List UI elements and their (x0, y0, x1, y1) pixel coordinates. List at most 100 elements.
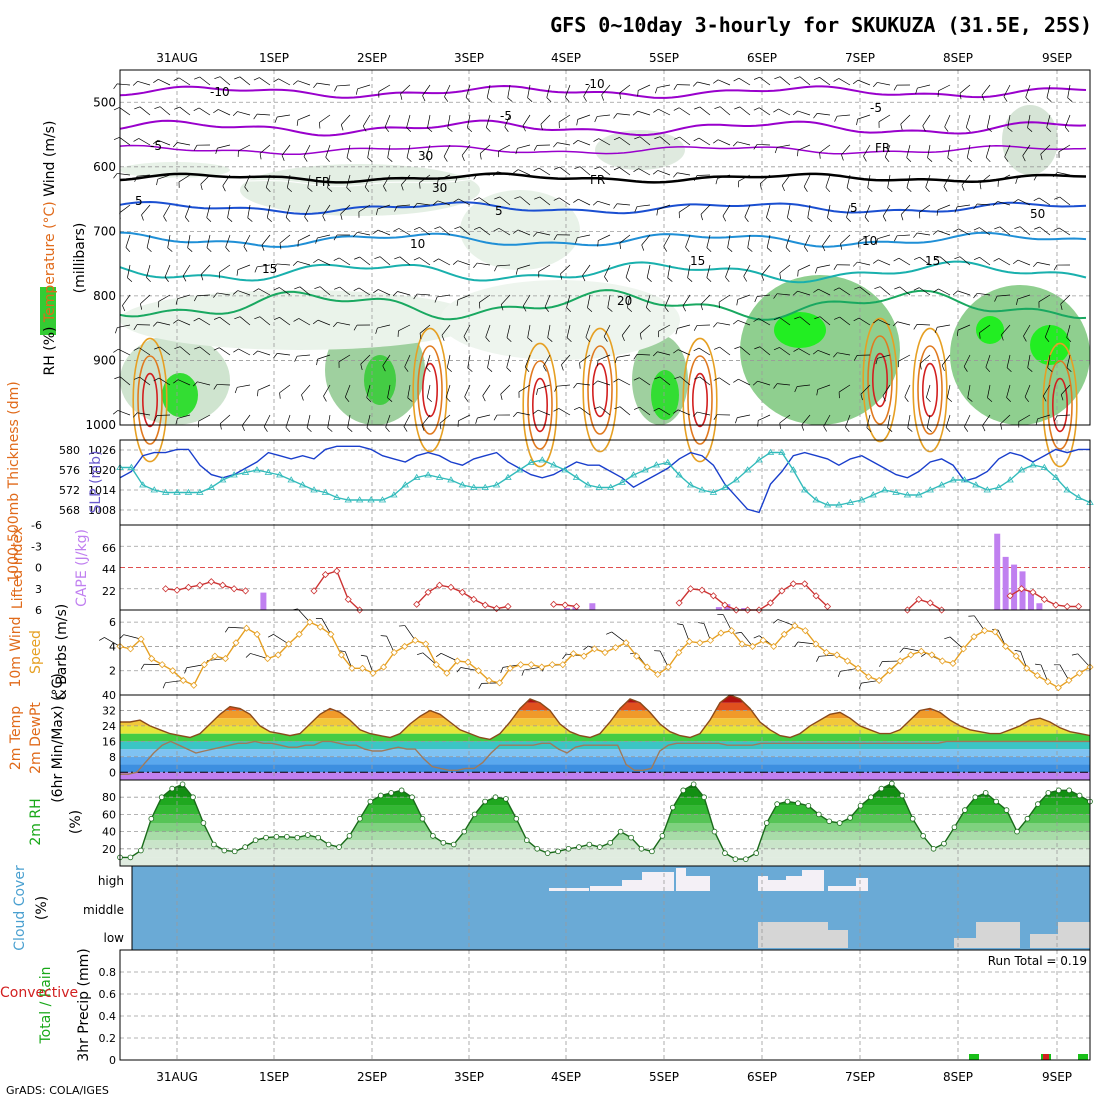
wind-barb (138, 138, 151, 146)
wind-barb-flag (187, 247, 193, 252)
wind-barb-flag (194, 76, 200, 80)
wind-barb-flag (133, 347, 140, 351)
wind-barb (700, 204, 711, 215)
wind-barb (1066, 354, 1071, 368)
wind-barb (447, 114, 451, 128)
cloud-low (758, 922, 828, 948)
wind-barb-flag (663, 246, 668, 252)
surface-barb-flag (99, 637, 105, 641)
wind-barb (518, 384, 531, 393)
wind-barb-flag (1064, 126, 1070, 133)
wind-ylabel-b: Speed (28, 630, 44, 674)
wind-barb-flag (693, 175, 698, 181)
surface-barb (321, 618, 332, 635)
wind-speed-line-marker (453, 657, 461, 665)
wind-barb (619, 84, 631, 94)
wind-barb (362, 114, 371, 127)
wind-barb (358, 287, 371, 296)
wind-barb (682, 294, 691, 307)
cape-bar (1027, 590, 1034, 610)
wind-barb-flag (1022, 155, 1026, 162)
wind-barb-flag (1013, 259, 1019, 265)
rh-line-marker (743, 856, 749, 862)
contour-label: 10 (862, 234, 877, 248)
wind-barb (619, 167, 631, 176)
wind-speed-line-marker (1033, 672, 1041, 680)
rh-band (120, 814, 1090, 823)
contour-freezing-inner (119, 176, 1087, 187)
wind-barb (1044, 324, 1051, 338)
wind-speed-line-marker (706, 636, 715, 644)
rh-tick: 60 (102, 808, 116, 821)
wind-barb-flag (413, 293, 418, 300)
wind-barb (838, 78, 851, 86)
rh-line-marker (722, 850, 728, 856)
rh-band (120, 788, 1090, 798)
thickness-line-marker (743, 466, 752, 473)
precip-frame (119, 949, 1091, 1061)
wind-barb (259, 144, 271, 154)
wind-barb-flag (524, 366, 530, 373)
wind-barb-flag (934, 256, 941, 260)
wind-barb-flag (573, 406, 580, 411)
cloud-high (758, 876, 768, 891)
wind-barb (737, 414, 751, 418)
wind-barb-flag (732, 320, 739, 325)
wind-barb (827, 204, 831, 218)
wind-barb (317, 354, 331, 360)
surface-barb-flag (224, 627, 229, 633)
wind-barb (261, 234, 271, 246)
wind-barb (619, 234, 631, 244)
wind-barb (237, 264, 251, 271)
slp-tick: 1020 (88, 464, 116, 477)
wind-barb-flag (833, 78, 839, 82)
top-date-label: 2SEP (357, 51, 387, 65)
wind-barb-flag (685, 246, 690, 253)
wind-barb (897, 234, 911, 237)
thickness-line-marker (915, 491, 923, 498)
li-ylabel: Lifted Index (10, 527, 26, 609)
wind-barb-flag (1001, 334, 1004, 341)
rh-line-marker (440, 839, 447, 846)
wind-barb (387, 144, 391, 158)
wind-barb (417, 202, 431, 206)
wind-barb (927, 144, 931, 158)
wind-barb-flag (664, 306, 669, 312)
thickness-line-marker (572, 473, 581, 480)
wind-barb-flag (693, 347, 700, 352)
wind-barb (426, 384, 431, 398)
wind-barb (198, 317, 211, 326)
rh-line-marker (315, 834, 321, 841)
wind-barb (301, 384, 311, 396)
wind-barb-flag (1016, 298, 1018, 306)
thickness-line-marker (721, 483, 729, 490)
wind-barb-flag (574, 166, 581, 170)
wind-speed-line-marker (780, 630, 788, 638)
surface-barb (1059, 664, 1070, 681)
wind-barb (437, 294, 451, 298)
wind-barb-flag (941, 365, 945, 372)
wind-barb-flag (585, 337, 591, 343)
wind-barb (1000, 414, 1011, 425)
wind-barb (467, 354, 471, 368)
wind-barb-flag (193, 107, 200, 112)
cloud-high (686, 876, 710, 891)
thickness-line-marker (949, 476, 957, 483)
rh-line-marker (242, 844, 248, 850)
wind-barb (357, 231, 371, 236)
wind-barb (839, 316, 851, 326)
wind-barb (685, 234, 691, 248)
thickness-line-marker (1074, 493, 1083, 500)
wind-barb (797, 290, 811, 296)
upper-ylabel-units: (millibars) (72, 223, 88, 294)
wind-barb-flag (779, 272, 781, 279)
wind-speed-line-marker (622, 639, 630, 647)
li-line-marker (207, 578, 215, 586)
wind-barb (857, 261, 871, 266)
wind-barb (938, 288, 951, 296)
wind-barb (167, 234, 171, 248)
wind-speed-line-marker (464, 658, 472, 666)
contour-warm (1052, 377, 1069, 433)
wind-barb (797, 144, 811, 151)
